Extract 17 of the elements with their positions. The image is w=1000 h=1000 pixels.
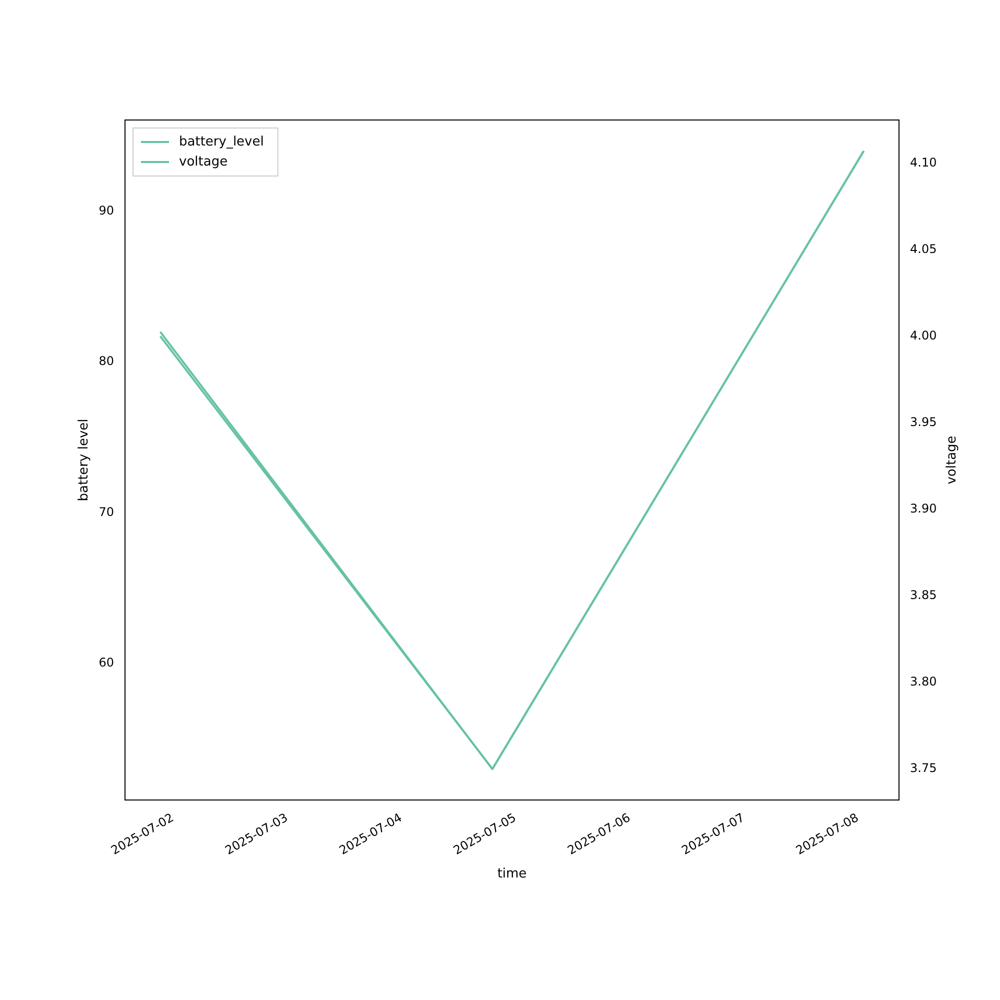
y-tick-label: 70	[98, 504, 114, 519]
y-tick-label: 90	[98, 203, 114, 218]
y-tick-label: 80	[98, 354, 114, 368]
y2-tick-label: 3.80	[910, 674, 937, 688]
y2-tick-label: 3.75	[910, 760, 937, 775]
y-tick-label: 60	[98, 656, 114, 670]
y2-tick-label: 3.90	[910, 501, 937, 516]
legend-label: battery_level	[179, 134, 264, 150]
y2-tick-label: 3.95	[910, 414, 937, 429]
y2-tick-label: 3.85	[910, 588, 937, 602]
y2-tick-label: 4.10	[910, 155, 937, 170]
legend-label: voltage	[179, 154, 228, 170]
y2-tick-label: 4.00	[910, 328, 937, 342]
y2-tick-label: 4.05	[910, 242, 937, 256]
x-axis-title: time	[497, 866, 527, 882]
y2-axis-title: voltage	[944, 436, 960, 484]
y-axis-title: battery level	[76, 418, 92, 502]
